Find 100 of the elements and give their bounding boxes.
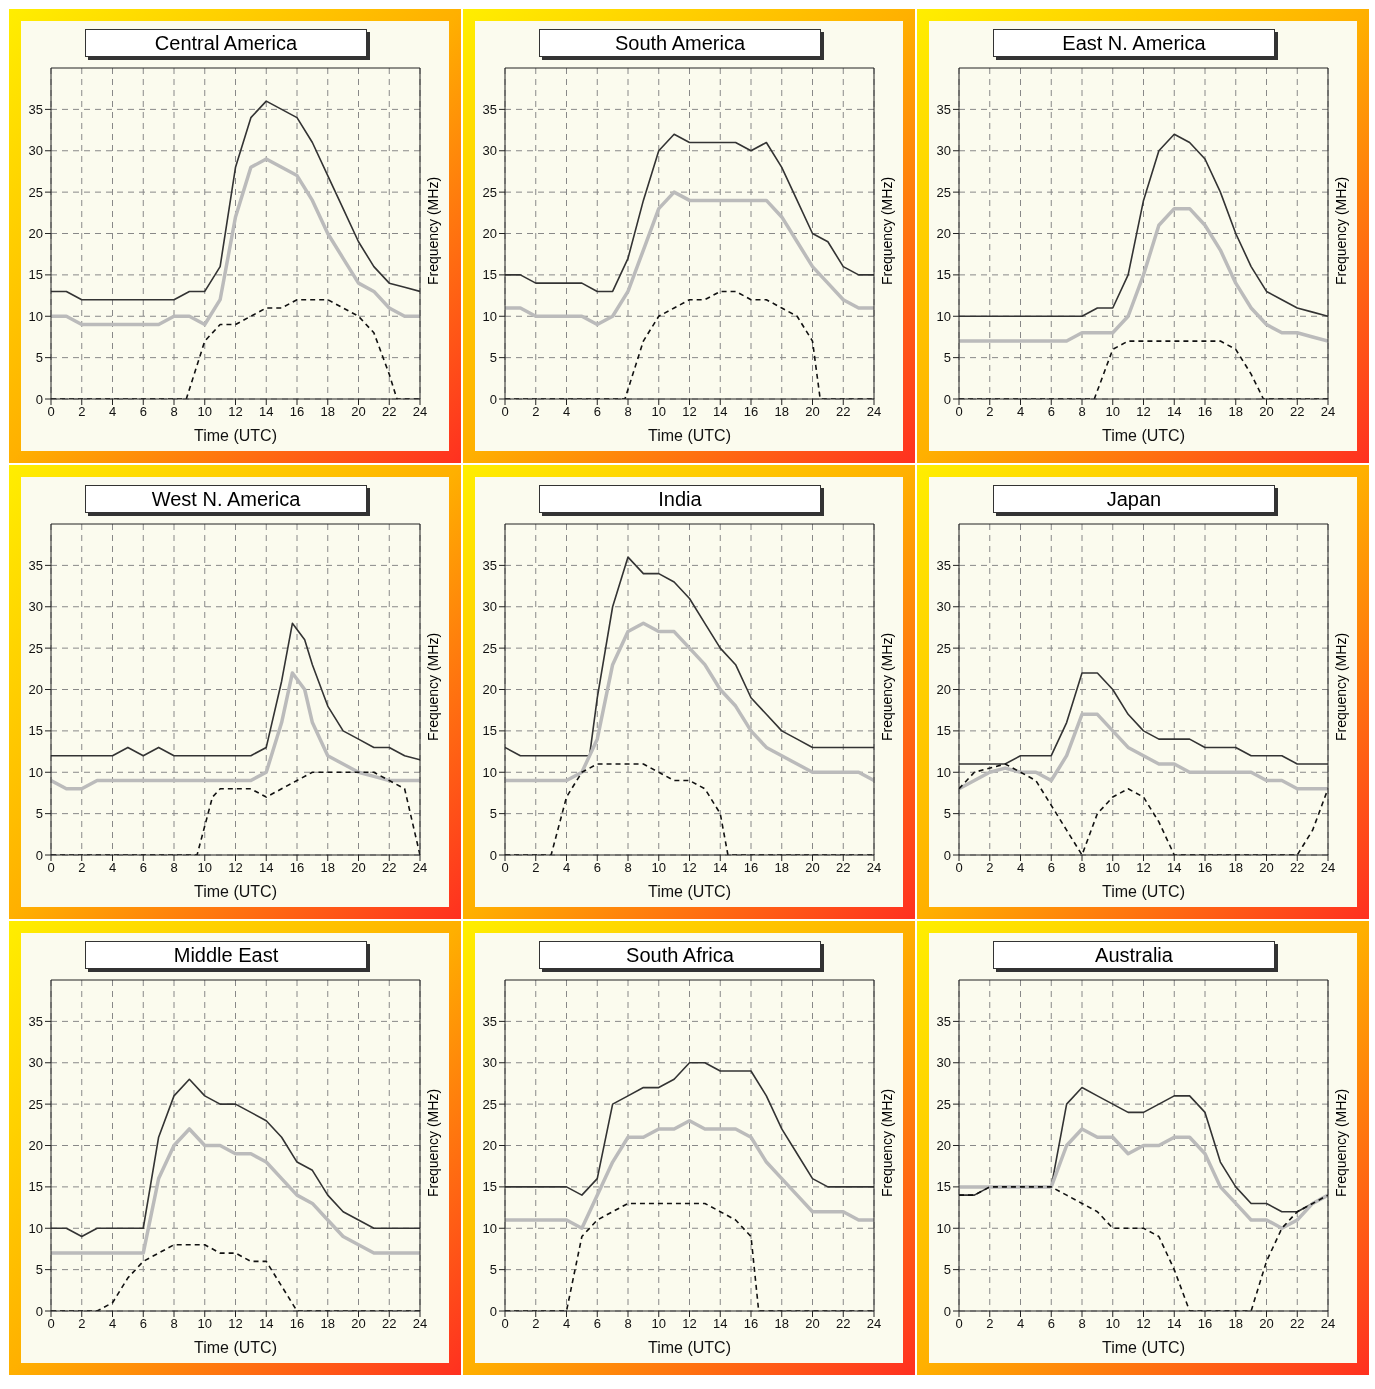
x-tick-label: 10	[1105, 860, 1120, 876]
line-series	[505, 190, 874, 327]
x-tick-label: 4	[1016, 1316, 1025, 1332]
x-tick-label: 6	[1047, 1316, 1055, 1332]
chart-title: South Africa	[539, 941, 821, 969]
y-tick-label: 25	[482, 640, 497, 656]
y-tick-label: 30	[936, 599, 951, 615]
chart-title: Japan	[993, 485, 1275, 513]
x-tick-label: 16	[289, 1316, 305, 1332]
x-tick-label: 18	[320, 860, 335, 876]
x-tick-label: 12	[1136, 1316, 1151, 1332]
x-tick-label: 12	[682, 1316, 697, 1332]
x-tick-label: 10	[1105, 404, 1120, 420]
y-axis-title: Frequency (MHz)	[424, 631, 442, 744]
x-tick-label: 24	[412, 1316, 428, 1332]
x-tick-label: 14	[713, 860, 728, 876]
chart-title: East N. America	[993, 29, 1275, 57]
y-tick-label: 20	[936, 226, 951, 242]
x-tick-label: 6	[139, 404, 147, 420]
x-axis-title: Time (UTC)	[648, 883, 731, 900]
x-tick-label: 24	[1320, 860, 1336, 876]
line-series	[505, 556, 874, 757]
x-tick-label: 14	[713, 1316, 728, 1332]
y-tick-label: 5	[489, 806, 497, 822]
line-series	[505, 133, 874, 293]
y-tick-label: 0	[489, 391, 497, 407]
x-tick-label: 22	[1290, 860, 1305, 876]
y-tick-label: 15	[936, 1179, 951, 1195]
y-tick-label: 25	[936, 184, 951, 200]
x-tick-label: 18	[1228, 1316, 1243, 1332]
y-tick-label: 15	[482, 723, 497, 739]
x-tick-label: 2	[78, 860, 86, 876]
x-tick-label: 10	[197, 1316, 212, 1332]
x-tick-label: 16	[289, 860, 305, 876]
y-tick-label: 5	[35, 806, 43, 822]
x-tick-label: 20	[1259, 860, 1274, 876]
x-tick-label: 20	[351, 404, 366, 420]
y-axis-title: Frequency (MHz)	[878, 631, 896, 744]
y-tick-label: 35	[936, 1013, 951, 1029]
x-tick-label: 22	[382, 1316, 397, 1332]
y-tick-label: 25	[28, 184, 43, 200]
y-tick-label: 35	[28, 101, 43, 117]
x-tick-label: 10	[197, 404, 212, 420]
y-tick-label: 0	[489, 1303, 497, 1319]
x-tick-label: 16	[289, 404, 305, 420]
x-tick-label: 12	[1136, 860, 1151, 876]
x-tick-label: 24	[1320, 404, 1336, 420]
x-tick-label: 2	[986, 404, 994, 420]
chart-title: Central America	[85, 29, 367, 57]
y-tick-label: 15	[482, 267, 497, 283]
x-tick-label: 16	[743, 1316, 759, 1332]
x-tick-label: 2	[78, 1316, 86, 1332]
x-tick-label: 10	[651, 1316, 666, 1332]
line-series	[959, 712, 1328, 791]
x-tick-label: 12	[1136, 404, 1151, 420]
y-tick-label: 30	[28, 143, 43, 159]
y-tick-label: 5	[489, 1262, 497, 1278]
x-tick-label: 24	[866, 860, 882, 876]
y-axis-title: Frequency (MHz)	[1332, 1087, 1350, 1200]
x-tick-label: 6	[593, 404, 601, 420]
y-tick-label: 30	[482, 1055, 497, 1071]
y-tick-label: 0	[35, 391, 43, 407]
y-tick-label: 25	[482, 184, 497, 200]
y-tick-label: 25	[482, 1096, 497, 1112]
x-tick-label: 12	[682, 404, 697, 420]
y-tick-label: 10	[28, 764, 43, 780]
y-tick-label: 5	[35, 350, 43, 366]
y-tick-label: 25	[936, 1096, 951, 1112]
chart-title: India	[539, 485, 821, 513]
x-tick-label: 6	[1047, 860, 1055, 876]
y-tick-label: 20	[482, 226, 497, 242]
x-tick-label: 4	[562, 404, 571, 420]
y-tick-label: 30	[28, 1055, 43, 1071]
x-tick-label: 8	[170, 404, 178, 420]
x-tick-label: 20	[1259, 404, 1274, 420]
x-tick-label: 8	[1078, 1316, 1086, 1332]
x-tick-label: 20	[805, 1316, 820, 1332]
y-tick-label: 10	[936, 764, 951, 780]
y-tick-label: 35	[936, 101, 951, 117]
x-tick-label: 24	[412, 404, 428, 420]
chart-title: Australia	[993, 941, 1275, 969]
y-tick-label: 35	[936, 557, 951, 573]
y-tick-label: 15	[28, 723, 43, 739]
line-series	[51, 1078, 420, 1238]
y-tick-label: 20	[28, 682, 43, 698]
x-tick-label: 10	[651, 404, 666, 420]
y-tick-label: 30	[936, 143, 951, 159]
x-tick-label: 14	[1167, 860, 1182, 876]
y-tick-label: 10	[482, 1220, 497, 1236]
x-tick-label: 14	[259, 1316, 274, 1332]
x-tick-label: 8	[1078, 860, 1086, 876]
x-tick-label: 0	[47, 404, 55, 420]
y-tick-label: 20	[28, 1138, 43, 1154]
y-tick-label: 0	[943, 847, 951, 863]
y-axis-title: Frequency (MHz)	[424, 1087, 442, 1200]
y-axis-title: Frequency (MHz)	[1332, 175, 1350, 288]
y-axis-title: Frequency (MHz)	[878, 1087, 896, 1200]
x-tick-label: 10	[651, 860, 666, 876]
y-tick-label: 10	[936, 1220, 951, 1236]
x-tick-label: 0	[501, 404, 509, 420]
